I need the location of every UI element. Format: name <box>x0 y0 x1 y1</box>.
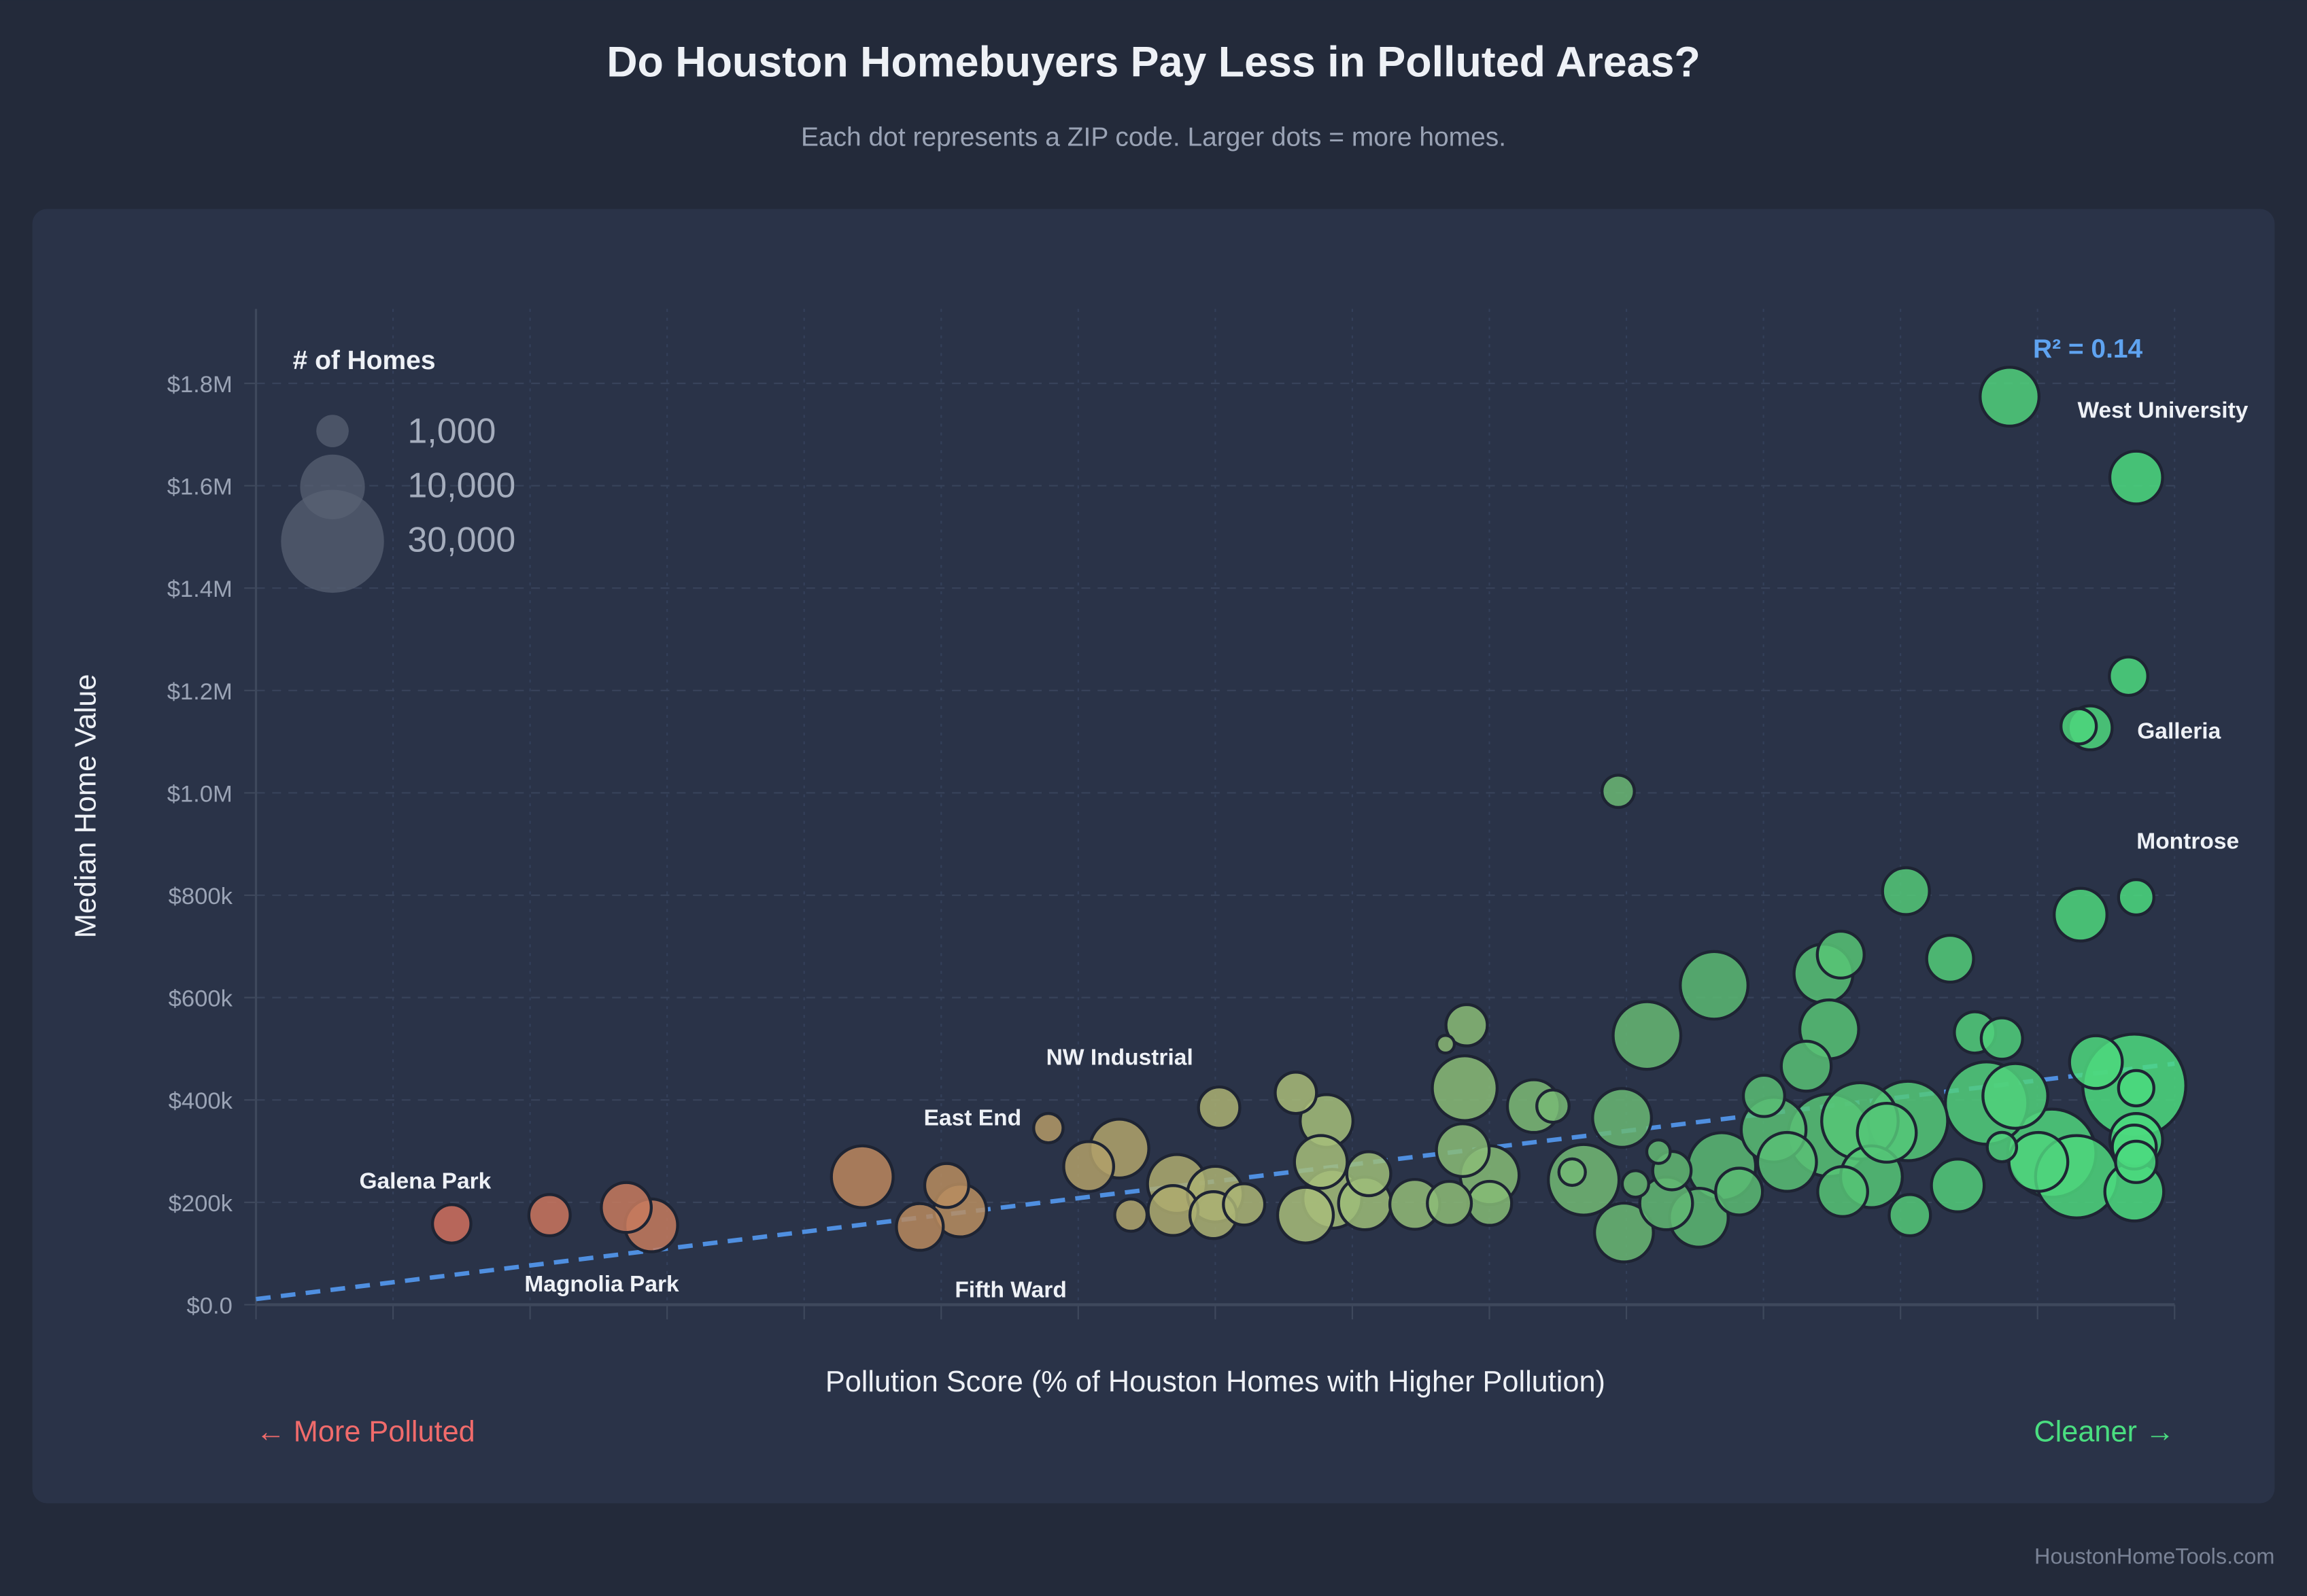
y-axis-title: Median Home Value <box>70 674 103 938</box>
y-tick-label: $600k <box>169 986 233 1012</box>
data-point[interactable] <box>1113 1197 1149 1233</box>
y-tick-label: $1.4M <box>167 576 233 602</box>
data-point[interactable] <box>1222 1182 1267 1227</box>
data-point[interactable] <box>1611 1000 1683 1071</box>
data-point[interactable] <box>430 1203 473 1245</box>
data-point[interactable] <box>2117 1069 2155 1108</box>
y-tick-label: $800k <box>169 884 233 909</box>
data-point[interactable] <box>2060 707 2098 746</box>
data-point[interactable] <box>895 1202 945 1252</box>
data-point[interactable] <box>1426 1179 1473 1227</box>
y-axis: $0.0 $200k $400k $600k $800k $1.0M $1.2M $1.4M $… <box>167 372 256 1319</box>
data-point[interactable] <box>1444 1003 1489 1047</box>
data-point[interactable] <box>1881 866 1931 916</box>
data-point[interactable] <box>1345 1150 1392 1198</box>
data-point[interactable] <box>2007 1130 2070 1193</box>
data-point[interactable] <box>1276 1185 1335 1245</box>
data-point[interactable] <box>1620 1169 1650 1199</box>
data-point[interactable] <box>1979 1016 2024 1061</box>
point-label-montrose: Montrose <box>2136 829 2239 854</box>
data-point[interactable] <box>2108 449 2164 506</box>
more-polluted-label: ← More Polluted <box>256 1416 475 1448</box>
y-tick-label: $400k <box>169 1088 233 1114</box>
point-label-galena-park: Galena Park <box>359 1169 491 1194</box>
data-point[interactable] <box>600 1181 653 1234</box>
data-point[interactable] <box>1856 1101 1918 1164</box>
data-point[interactable] <box>1431 1054 1499 1122</box>
y-tick-label: $1.8M <box>167 372 233 398</box>
data-point[interactable] <box>2068 1034 2124 1090</box>
data-point[interactable] <box>923 1162 970 1209</box>
y-tick-label: $0.0 <box>187 1293 233 1319</box>
point-label-west-university: West University <box>2077 398 2248 423</box>
data-point[interactable] <box>2114 1139 2159 1184</box>
legend-label-1000: 1,000 <box>407 411 496 451</box>
data-point[interactable] <box>1981 1062 2049 1130</box>
point-label-east-end: East End <box>924 1105 1021 1130</box>
data-point[interactable] <box>1435 1033 1456 1055</box>
data-point[interactable] <box>1779 1039 1833 1093</box>
chart-title: Do Houston Homebuyers Pay Less in Pollut… <box>606 39 1701 86</box>
data-point[interactable] <box>2117 878 2155 917</box>
data-point[interactable] <box>1557 1157 1587 1187</box>
data-point[interactable] <box>2053 886 2108 943</box>
data-point[interactable] <box>1535 1088 1571 1124</box>
data-point[interactable] <box>1197 1085 1242 1130</box>
cleaner-label: Cleaner → <box>2034 1416 2174 1448</box>
legend-title: # of Homes <box>293 346 436 375</box>
data-points <box>430 366 2187 1264</box>
chart-panel <box>32 209 2275 1504</box>
footer-credit: HoustonHomeTools.com <box>2034 1544 2274 1568</box>
chart-subtitle: Each dot represents a ZIP code. Larger d… <box>801 122 1506 152</box>
size-legend: # of Homes 1,000 10,000 30,000 <box>281 346 515 593</box>
data-point[interactable] <box>1925 933 1975 984</box>
legend-circle-30000 <box>316 415 349 447</box>
data-point[interactable] <box>1591 1087 1654 1149</box>
data-point[interactable] <box>1930 1158 1986 1213</box>
y-tick-label: $1.2M <box>167 679 233 705</box>
data-point[interactable] <box>1032 1111 1065 1145</box>
y-tick-label: $200k <box>169 1191 233 1217</box>
data-point[interactable] <box>1435 1122 1491 1179</box>
data-point[interactable] <box>1645 1138 1672 1165</box>
data-point[interactable] <box>1601 774 1636 810</box>
point-label-galleria: Galleria <box>2137 718 2221 744</box>
data-point[interactable] <box>1714 1166 1764 1217</box>
data-point[interactable] <box>1274 1071 1318 1115</box>
legend-label-10000: 10,000 <box>407 466 515 505</box>
point-label-nw-industrial: NW Industrial <box>1046 1045 1193 1071</box>
data-point[interactable] <box>1679 950 1749 1021</box>
data-point[interactable] <box>2108 655 2149 697</box>
data-point[interactable] <box>1985 1130 2019 1164</box>
legend-circle-10000 <box>300 454 365 519</box>
r-squared-label: R² = 0.14 <box>2033 334 2143 364</box>
y-tick-label: $1.0M <box>167 781 233 807</box>
data-point[interactable] <box>1756 1130 1818 1193</box>
x-axis-title: Pollution Score (% of Houston Homes with… <box>825 1366 1605 1398</box>
data-point[interactable] <box>1592 1201 1655 1264</box>
data-point[interactable] <box>1816 1165 1869 1218</box>
data-point[interactable] <box>1815 929 1866 980</box>
data-point[interactable] <box>1887 1193 1932 1238</box>
data-point[interactable] <box>1062 1140 1116 1194</box>
y-tick-label: $1.6M <box>167 474 233 500</box>
legend-circle-1000 <box>281 489 384 593</box>
legend-label-30000: 30,000 <box>407 521 515 560</box>
point-label-fifth-ward: Fifth Ward <box>955 1278 1067 1303</box>
data-point[interactable] <box>527 1193 572 1238</box>
data-point[interactable] <box>1741 1073 1786 1118</box>
data-point[interactable] <box>1979 366 2041 428</box>
point-label-magnolia-park: Magnolia Park <box>524 1272 679 1297</box>
data-point[interactable] <box>830 1144 895 1209</box>
data-point[interactable] <box>1293 1134 1349 1190</box>
data-point[interactable] <box>1466 1179 1514 1227</box>
